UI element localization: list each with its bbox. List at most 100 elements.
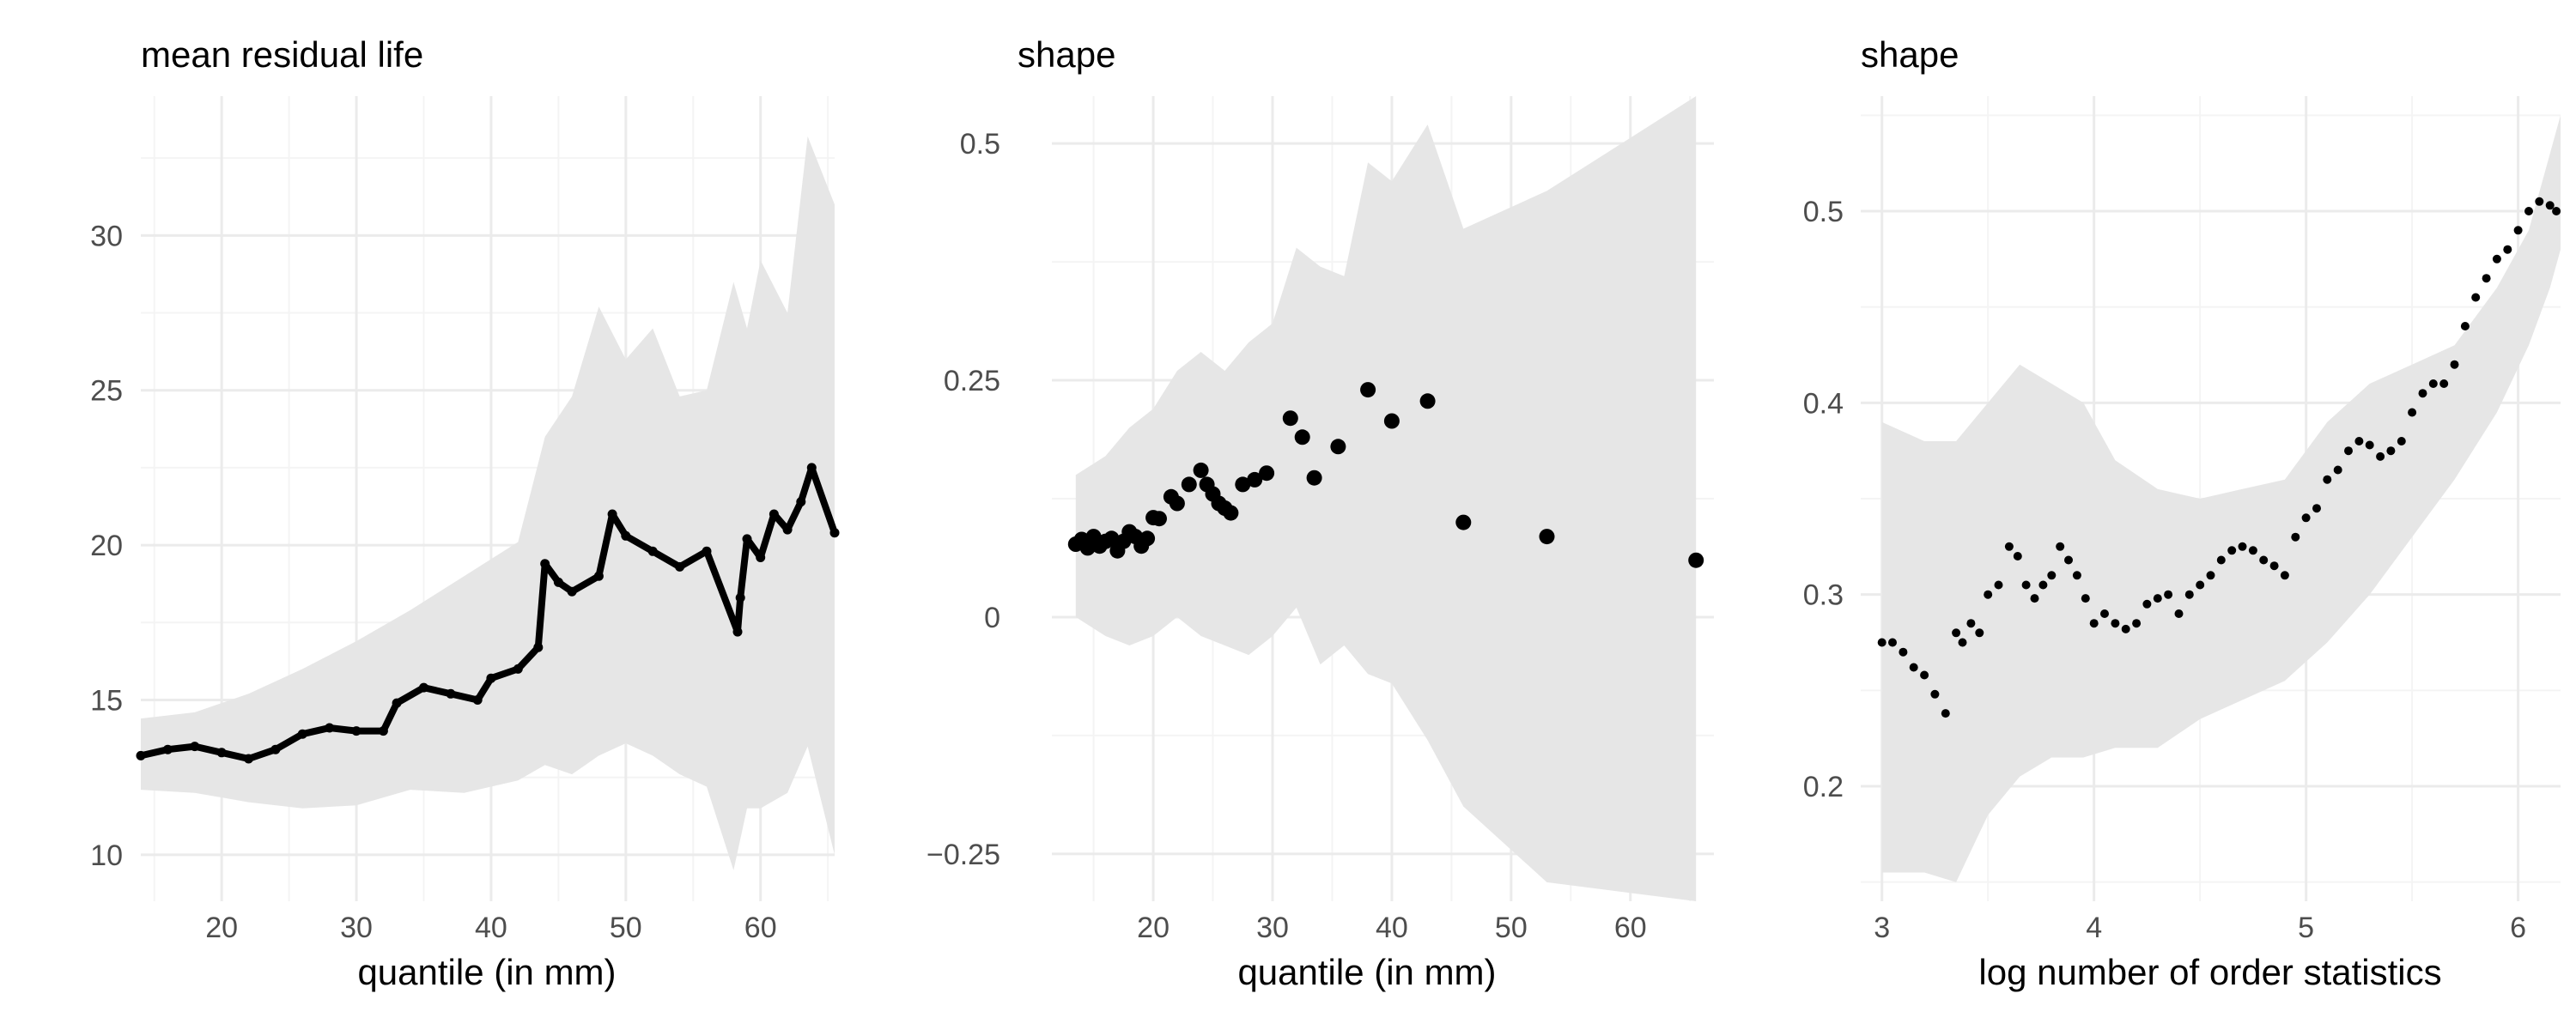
- x-tick-label: 5: [2298, 912, 2314, 944]
- y-tick-label: 0.5: [960, 128, 1000, 161]
- panel-title: shape: [1018, 34, 1115, 75]
- data-point: [2064, 555, 2073, 565]
- data-point: [513, 663, 523, 674]
- data-point: [1930, 689, 1940, 699]
- data-point: [1079, 540, 1096, 556]
- data-point: [325, 723, 335, 733]
- data-point: [1952, 628, 1961, 638]
- data-point: [2121, 624, 2130, 633]
- y-tick-label: 0.25: [944, 365, 1000, 397]
- x-tick-label: 4: [2086, 912, 2102, 944]
- data-point: [419, 682, 428, 693]
- data-point: [540, 559, 550, 569]
- data-point: [2354, 437, 2364, 445]
- data-point: [1383, 413, 1400, 429]
- data-point: [1306, 470, 1322, 486]
- data-point: [2132, 619, 2142, 628]
- data-point: [675, 561, 685, 572]
- data-point: [2206, 571, 2215, 580]
- data-point: [392, 698, 402, 708]
- data-point: [2072, 571, 2081, 580]
- data-point: [2482, 274, 2491, 283]
- data-point: [2184, 590, 2194, 599]
- data-point: [732, 627, 743, 637]
- data-point: [2503, 245, 2512, 254]
- data-point: [1151, 511, 1167, 527]
- x-tick-label: 40: [475, 912, 507, 944]
- data-point: [2386, 446, 2396, 456]
- data-point: [1360, 382, 1376, 398]
- data-point: [2047, 571, 2057, 580]
- data-point: [1235, 476, 1251, 493]
- y-tick-label: 0.3: [1803, 579, 1844, 612]
- data-point: [2460, 322, 2470, 330]
- data-point: [2333, 465, 2342, 475]
- x-tick-label: 20: [1137, 912, 1170, 944]
- data-point: [2100, 609, 2109, 618]
- data-point: [1994, 580, 2003, 590]
- data-point: [1958, 638, 1967, 647]
- data-point: [1984, 590, 1993, 599]
- data-point: [647, 546, 658, 556]
- data-point: [2471, 293, 2481, 302]
- data-point: [2013, 552, 2022, 560]
- data-point: [1909, 663, 1918, 672]
- data-point: [1920, 670, 1929, 680]
- data-point: [782, 524, 793, 535]
- x-axis-title: quantile (in mm): [1237, 952, 1496, 992]
- data-point: [472, 695, 483, 705]
- data-point: [2196, 580, 2205, 590]
- data-point: [2291, 532, 2300, 542]
- x-tick-label: 50: [1495, 912, 1528, 944]
- data-point: [2269, 561, 2279, 571]
- data-point: [2038, 580, 2048, 590]
- data-point: [2552, 207, 2561, 215]
- data-point: [2021, 580, 2031, 590]
- y-tick-label: 20: [90, 530, 123, 562]
- data-point: [2081, 594, 2090, 603]
- data-point: [2030, 594, 2039, 603]
- data-point: [1455, 514, 1472, 530]
- data-point: [2344, 446, 2353, 456]
- x-axis-title: log number of order statistics: [1978, 952, 2441, 992]
- data-point: [2524, 207, 2533, 215]
- data-point: [1941, 709, 1950, 718]
- data-point: [2174, 609, 2184, 618]
- data-point: [2164, 590, 2173, 599]
- x-tick-label: 60: [744, 912, 777, 944]
- data-point: [2323, 475, 2332, 484]
- data-point: [796, 497, 806, 507]
- y-tick-label: −0.25: [927, 839, 1000, 871]
- data-point: [1294, 429, 1310, 445]
- x-tick-label: 60: [1614, 912, 1647, 944]
- y-tick-label: 25: [90, 375, 123, 408]
- data-point: [2259, 555, 2269, 565]
- data-point: [136, 750, 146, 760]
- data-point: [2004, 542, 2014, 551]
- data-point: [2280, 571, 2289, 580]
- x-tick-label: 20: [205, 912, 238, 944]
- data-point: [702, 546, 712, 556]
- y-tick-label: 0.4: [1803, 387, 1844, 420]
- panel-title: mean residual life: [141, 34, 423, 75]
- data-point: [2535, 197, 2544, 206]
- confidence-band: [1881, 115, 2561, 882]
- panel-title: shape: [1861, 34, 1959, 75]
- data-point: [2408, 408, 2417, 417]
- data-point: [2513, 226, 2523, 235]
- data-point: [2439, 379, 2449, 388]
- data-point: [486, 673, 496, 683]
- data-point: [1966, 619, 1976, 628]
- data-point: [2056, 542, 2065, 551]
- panel-mean-residual-life: mean residual life quantile (in mm) 20 30…: [90, 34, 840, 992]
- data-point: [1888, 638, 1897, 647]
- data-point: [593, 571, 604, 581]
- data-point: [2216, 555, 2226, 565]
- data-point: [1223, 505, 1239, 521]
- x-tick-label: 30: [1256, 912, 1289, 944]
- data-point: [2142, 599, 2152, 609]
- x-tick-label: 30: [340, 912, 373, 944]
- data-point: [2248, 546, 2257, 555]
- data-point: [2397, 437, 2406, 445]
